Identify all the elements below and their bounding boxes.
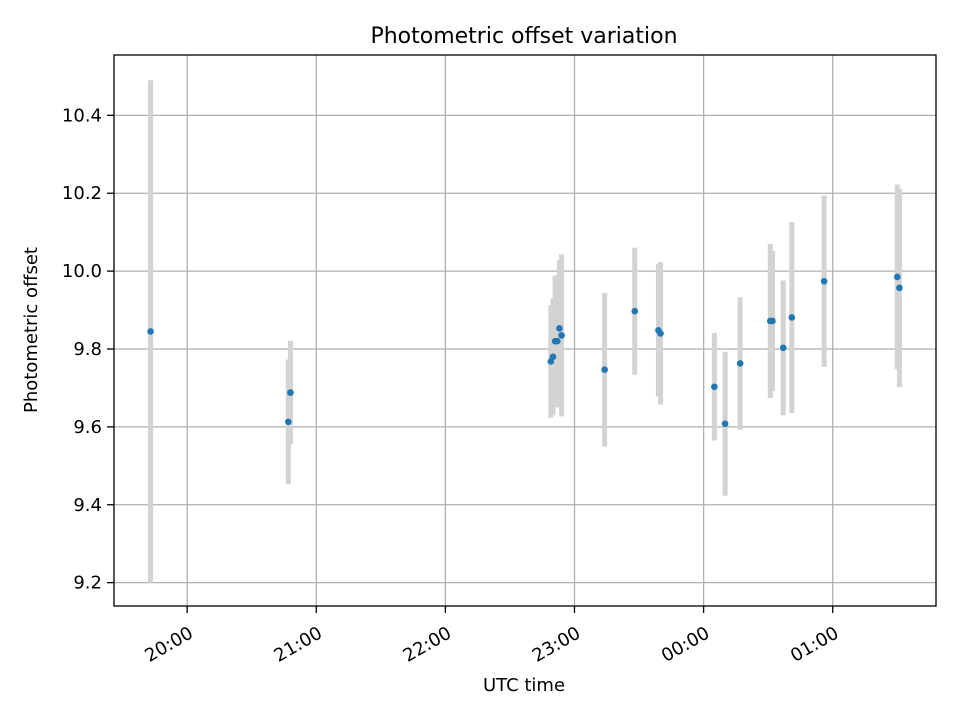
grid-lines	[114, 55, 936, 606]
data-point	[893, 273, 901, 281]
data-point	[549, 353, 557, 361]
y-axis-label: Photometric offset	[21, 247, 42, 413]
chart-title: Photometric offset variation	[370, 24, 677, 49]
data-point	[721, 420, 729, 428]
y-tick-label: 9.6	[73, 417, 102, 438]
plot-frame	[113, 54, 937, 607]
y-tick-label: 9.2	[73, 573, 102, 594]
data-point	[736, 360, 744, 367]
data-point	[788, 314, 796, 321]
y-axis: 9.2 9.4 9.6 9.8 10.0 10.2 10.4	[62, 105, 114, 594]
data-points	[147, 273, 903, 428]
data-point	[779, 344, 787, 352]
data-point	[820, 277, 828, 285]
y-tick-label: 10.2	[62, 183, 102, 204]
data-point	[284, 418, 292, 426]
data-point	[556, 325, 563, 332]
data-point	[896, 284, 903, 292]
data-point	[601, 366, 608, 373]
x-axis-label: UTC time	[483, 675, 565, 696]
y-tick-label: 10.4	[62, 105, 102, 126]
data-point	[287, 389, 294, 396]
data-point	[553, 337, 561, 345]
data-point	[631, 307, 639, 315]
y-tick-label: 9.4	[73, 495, 102, 516]
data-point	[711, 383, 718, 391]
data-point	[769, 317, 776, 325]
data-point	[657, 330, 664, 337]
data-point	[147, 328, 154, 335]
y-tick-label: 10.0	[62, 261, 102, 282]
data-point	[558, 332, 565, 339]
y-tick-label: 9.8	[73, 339, 102, 360]
